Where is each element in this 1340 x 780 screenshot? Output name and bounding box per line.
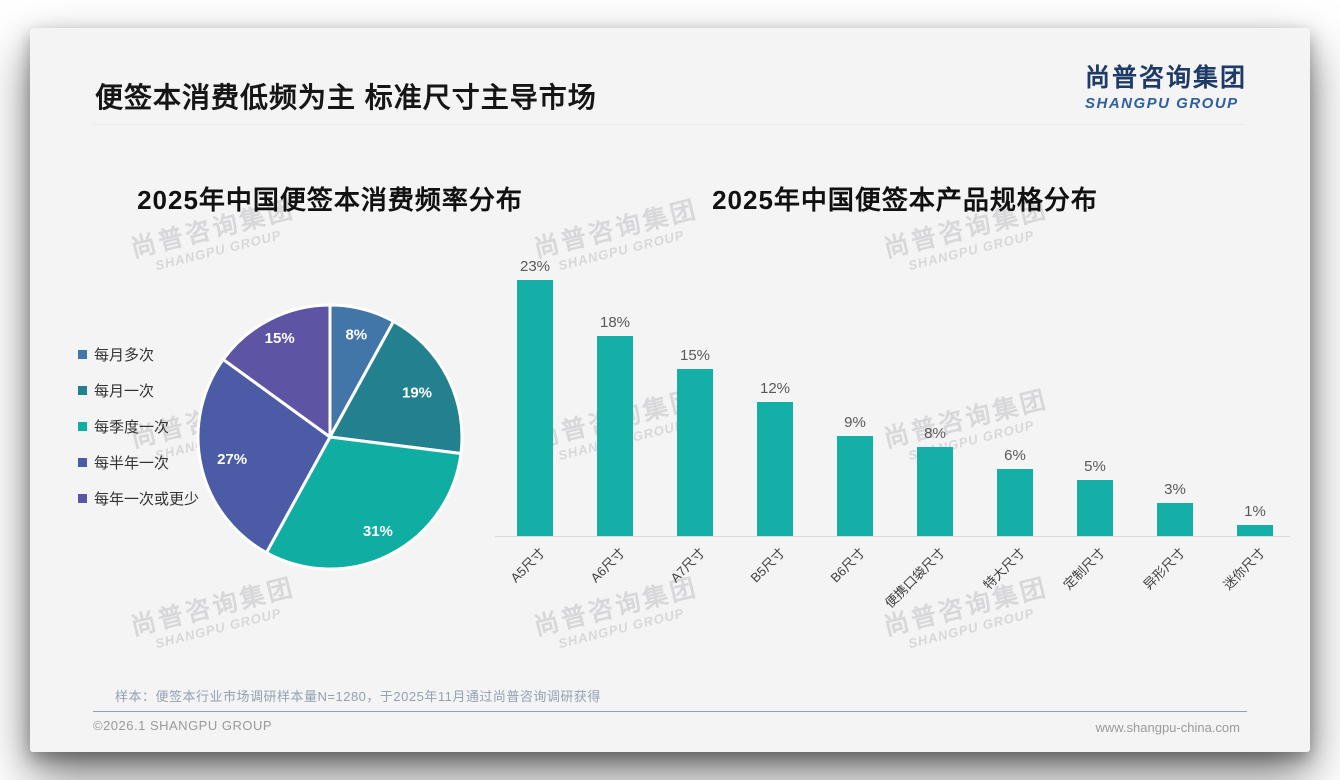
- bar: [997, 469, 1033, 536]
- legend-label: 每年一次或更少: [94, 490, 200, 508]
- bar-category-label: A6尺寸: [587, 545, 628, 586]
- bar-value-label: 1%: [1244, 503, 1266, 520]
- bar: [1077, 480, 1113, 536]
- legend-label: 每半年一次: [94, 454, 170, 472]
- bar-value-label: 23%: [519, 258, 551, 275]
- pie-slice-value-label: 15%: [265, 330, 295, 347]
- bar-value-label: 6%: [1004, 447, 1026, 464]
- bar: [837, 436, 873, 536]
- bar-category-label: 便携口袋尺寸: [881, 545, 948, 611]
- legend-marker: [78, 457, 87, 467]
- legend-item: 每季度一次: [78, 416, 169, 436]
- pie-chart: 8% 19% 31% 27% 15%: [196, 303, 464, 571]
- bar-category-label: 迷你尺寸: [1220, 545, 1268, 593]
- bar-category-label: A7尺寸: [667, 545, 708, 586]
- legend-item: 每半年一次: [78, 452, 169, 472]
- x-axis-line: [495, 536, 1290, 537]
- bar-value-label: 15%: [679, 347, 711, 364]
- bar: [677, 369, 713, 536]
- pie-slice-value-label: 27%: [217, 451, 247, 468]
- bar: [597, 336, 633, 536]
- pie-chart-title: 2025年中国便签本消费频率分布: [137, 185, 523, 215]
- legend-marker: [78, 349, 87, 359]
- bar-value-label: 18%: [599, 314, 631, 331]
- bar: [757, 402, 793, 536]
- bar-value-label: 9%: [844, 414, 866, 431]
- bar-chart: 23% A5尺寸 18% A6尺寸 15% A7尺寸 12% B5尺寸 9% B6尺寸 8% 便携口袋…: [495, 228, 1290, 611]
- watermark-line2: SHANGPU GROUP: [153, 604, 283, 651]
- legend-label: 每月一次: [94, 382, 155, 400]
- logo-chinese-text: 尚普咨询集团: [1085, 64, 1248, 92]
- watermark-line2: SHANGPU GROUP: [153, 226, 283, 273]
- bar-category-label: B6尺寸: [827, 545, 868, 586]
- bar: [917, 447, 953, 536]
- watermark-line1: 尚普咨询集团: [128, 573, 298, 642]
- sample-note: 样本：便签本行业市场调研样本量N=1280，于2025年11月通过尚普咨询调研获…: [115, 689, 601, 704]
- legend-item: 每月多次: [78, 344, 154, 364]
- pie-slice-value-label: 8%: [345, 327, 367, 344]
- pie-slice: [328, 319, 464, 456]
- legend-label: 每月多次: [94, 346, 155, 364]
- legend-item: 每月一次: [78, 380, 154, 400]
- legend-item: 每年一次或更少: [78, 488, 199, 508]
- bar: [1157, 503, 1193, 536]
- bar-category-label: 异形尺寸: [1140, 545, 1188, 593]
- legend-marker: [78, 385, 87, 395]
- bar-category-label: B5尺寸: [747, 545, 788, 586]
- bar-value-label: 5%: [1084, 458, 1106, 475]
- bar-chart-title: 2025年中国便签本产品规格分布: [712, 185, 1098, 215]
- legend-marker: [78, 421, 87, 431]
- pie-slice: [196, 357, 332, 555]
- title-divider: [93, 124, 1245, 125]
- website-text: www.shangpu-china.com: [1095, 720, 1240, 735]
- bar-value-label: 12%: [759, 380, 791, 397]
- bar-value-label: 3%: [1164, 481, 1186, 498]
- page-title: 便签本消费低频为主 标准尺寸主导市场: [95, 82, 597, 113]
- bar-value-label: 8%: [924, 425, 946, 442]
- bar-category-label: 定制尺寸: [1060, 545, 1108, 593]
- copyright-text: ©2026.1 SHANGPU GROUP: [93, 718, 273, 733]
- legend-label: 每季度一次: [94, 418, 170, 436]
- bar: [517, 280, 553, 536]
- bar-category-label: 特大尺寸: [980, 545, 1028, 593]
- bar: [1237, 525, 1273, 536]
- logo-english-text: SHANGPU GROUP: [1085, 95, 1239, 112]
- pie-slice-value-label: 31%: [363, 523, 393, 540]
- watermark-line1: 尚普咨询集团: [531, 573, 701, 642]
- pie-slice: [264, 435, 463, 571]
- legend-marker: [78, 493, 87, 503]
- bar-category-label: A5尺寸: [507, 545, 548, 586]
- footer-divider: [93, 711, 1247, 712]
- pie-slice-value-label: 19%: [402, 385, 432, 402]
- pie-slice: [221, 303, 332, 439]
- company-logo: 尚普咨询集团 SHANGPU GROUP: [1085, 58, 1247, 112]
- slide-card: 尚普咨询集团 SHANGPU GROUP 尚普咨询集团 SHANGPU GROUP 尚普…: [30, 28, 1310, 752]
